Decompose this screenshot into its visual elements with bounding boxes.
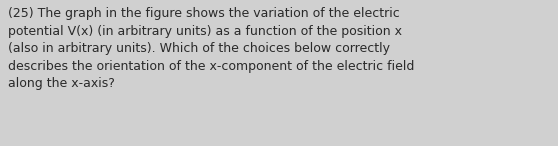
Text: (25) The graph in the figure shows the variation of the electric
potential V(x) : (25) The graph in the figure shows the v…	[8, 7, 415, 90]
